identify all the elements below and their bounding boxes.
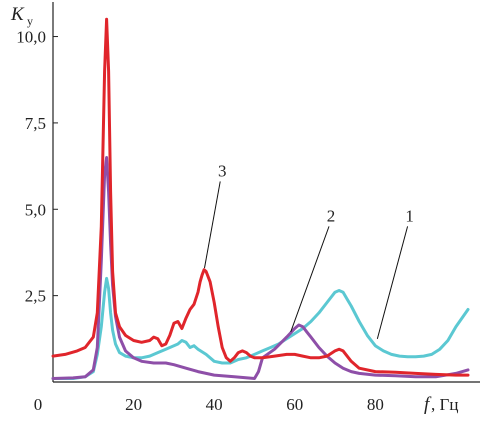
series-line-3	[51, 17, 470, 377]
x-axis-unit: , Гц	[431, 395, 458, 414]
series-line-1	[51, 276, 470, 380]
axes	[52, 2, 480, 383]
y-tick-label: 5,0	[25, 200, 46, 219]
y-tick-label: 7,5	[25, 114, 46, 133]
x-tick-label: 20	[125, 395, 142, 414]
axis-labels: K y f , Гц	[10, 4, 458, 415]
x-tick-label: 0	[34, 395, 43, 414]
tick-labels: 2,5 5,0 7,5 10,0 0 20 40 60 80	[16, 28, 384, 414]
x-tick-label: 60	[286, 395, 303, 414]
series-lines	[51, 17, 470, 380]
y-axis-label-subscript: y	[27, 14, 33, 28]
curve-label-leader	[376, 226, 409, 339]
x-tick-label: 40	[206, 395, 223, 414]
x-tick-label: 80	[367, 395, 384, 414]
curve-label: 3	[218, 161, 227, 180]
curve-label-leaders: 3 2 1	[204, 161, 414, 339]
y-tick-label: 2,5	[25, 287, 46, 306]
curve-label-leader	[204, 181, 221, 269]
curve-label: 1	[405, 206, 414, 225]
x-axis-label: f	[424, 394, 432, 415]
y-axis-label: K	[10, 4, 25, 25]
y-tick-label: 10,0	[16, 28, 46, 47]
series-line-2	[51, 156, 470, 380]
curve-label-leader	[290, 226, 330, 333]
curve-label: 2	[327, 206, 336, 225]
